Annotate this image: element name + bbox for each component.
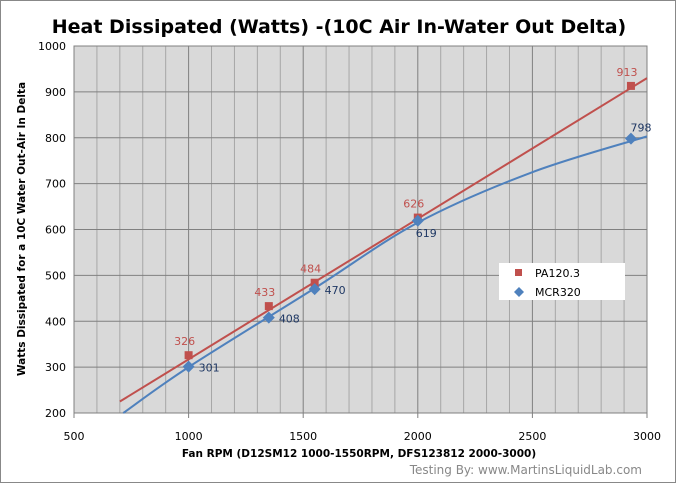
data-label-mcr320: 619 [416,227,437,240]
legend: PA120.3 MCR320 [499,263,625,300]
data-point-pa120 [264,302,273,311]
legend-label-mcr320: MCR320 [535,286,581,299]
y-tick-label: 600 [45,224,66,237]
legend-label-pa120: PA120.3 [535,267,580,280]
y-tick-label: 500 [45,269,66,282]
x-tick-label: 3000 [633,430,661,443]
data-point-mcr320 [308,283,321,296]
data-point-pa120 [626,81,635,90]
legend-marker-pa120 [515,269,522,276]
data-label-pa120: 484 [300,263,321,276]
data-label-pa120: 433 [254,286,275,299]
data-label-mcr320: 301 [199,362,220,375]
data-point-mcr320 [182,360,195,373]
x-tick-label: 500 [64,430,85,443]
credit-text: Testing By: www.MartinsLiquidLab.com [409,463,642,477]
data-point-pa120 [184,351,193,360]
data-label-mcr320: 470 [325,284,346,297]
x-tick-label: 2000 [404,430,432,443]
data-point-mcr320 [262,311,275,324]
legend-marker-mcr320 [514,287,524,297]
data-point-pa120 [310,278,319,287]
data-label-pa120: 913 [616,66,637,79]
trendline-0 [119,77,648,403]
y-tick-label: 400 [45,315,66,328]
data-label-pa120: 626 [403,198,424,211]
y-tick-label: 200 [45,407,66,420]
y-tick-label: 800 [45,132,66,145]
data-label-mcr320: 798 [630,122,651,135]
data-point-mcr320 [411,214,424,227]
y-tick-label: 1000 [38,40,66,53]
y-tick-label: 900 [45,86,66,99]
y-tick-label: 300 [45,361,66,374]
x-tick-label: 2500 [518,430,546,443]
x-axis-label: Fan RPM (D12SM12 1000-1550RPM, DFS123812… [182,448,536,460]
chart-title: Heat Dissipated (Watts) -(10C Air In-Wat… [52,16,626,38]
data-label-pa120: 326 [174,335,195,348]
x-tick-label: 1500 [289,430,317,443]
data-label-mcr320: 408 [279,313,300,326]
y-axis-label: Watts Dissipated for a 10C Water Out-Air… [16,82,28,376]
x-tick-label: 1000 [175,430,203,443]
y-tick-label: 700 [45,178,66,191]
data-point-mcr320 [624,132,637,145]
plot-border [73,45,648,414]
